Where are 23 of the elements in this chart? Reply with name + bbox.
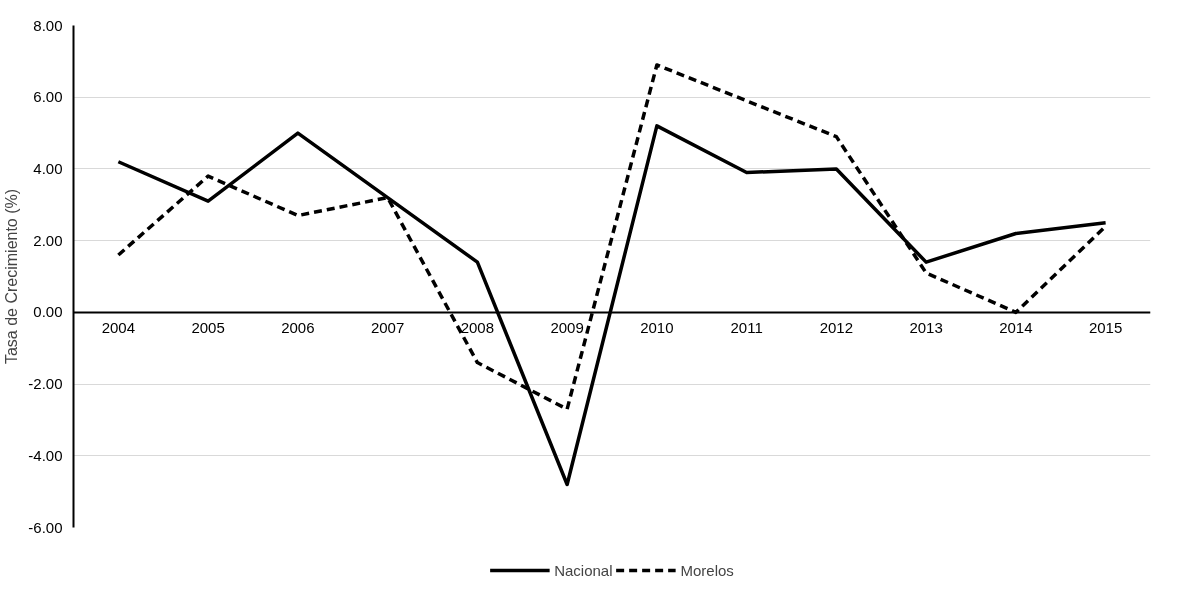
y-axis-title: Tasa de Crecimiento (%) (3, 188, 21, 365)
x-tick-label: 2012 (819, 319, 854, 337)
x-tick-label: 2004 (101, 319, 136, 337)
x-tick-label: 2010 (640, 319, 674, 337)
x-tick-label: 2007 (370, 319, 405, 337)
x-tick-label: 2013 (909, 319, 943, 337)
legend-label: Morelos (680, 561, 734, 579)
y-tick-label: 8.00 (33, 16, 63, 34)
x-tick-label: 2011 (730, 319, 763, 337)
x-tick-label: 2014 (999, 319, 1033, 337)
y-tick-label: 2.00 (33, 231, 63, 249)
x-tick-label: 2006 (281, 319, 315, 337)
x-tick-label: 2015 (1088, 319, 1123, 337)
y-tick-label: -4.00 (28, 446, 63, 464)
y-tick-label: -6.00 (28, 518, 63, 536)
y-tick-label: -2.00 (28, 375, 63, 393)
x-tick-label: 2008 (460, 319, 495, 337)
y-tick-label: 6.00 (33, 88, 63, 106)
x-tick-label: 2005 (191, 319, 225, 337)
y-tick-label: 0.00 (33, 303, 63, 321)
legend-label: Nacional (554, 561, 613, 579)
x-tick-label: 2009 (550, 319, 584, 337)
y-tick-label: 4.00 (33, 159, 63, 177)
